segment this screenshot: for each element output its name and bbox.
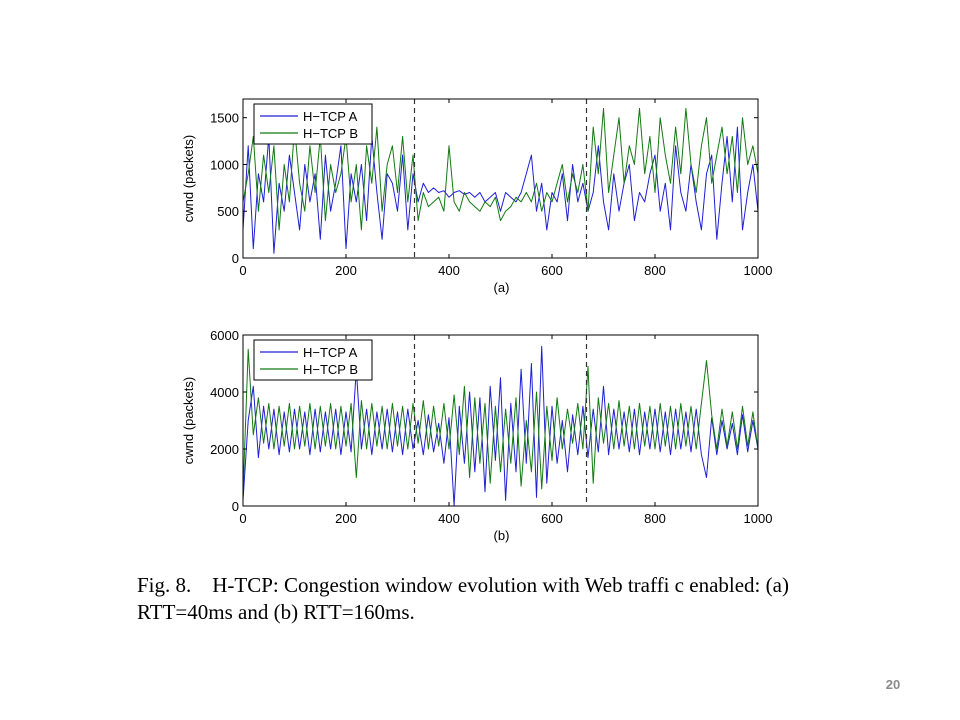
panel-label: (a) xyxy=(494,280,510,295)
y-axis-label: cwnd (packets) xyxy=(181,377,196,464)
caption-line-1: Fig. 8. H-TCP: Congestion window evoluti… xyxy=(137,573,789,597)
x-tick-label: 200 xyxy=(335,511,357,526)
legend-box xyxy=(253,339,373,381)
legend-box xyxy=(253,103,373,145)
x-tick-label: 1000 xyxy=(744,511,773,526)
series-line-b xyxy=(243,107,758,231)
series-line-a xyxy=(243,345,758,506)
series-line-a xyxy=(243,126,758,254)
y-tick-label: 4000 xyxy=(210,385,239,400)
y-tick-label: 1000 xyxy=(210,157,239,172)
legend-label: H−TCP A xyxy=(303,345,358,360)
page-number: 20 xyxy=(885,677,901,692)
y-axis-label: cwnd (packets) xyxy=(181,135,196,222)
x-tick-label: 400 xyxy=(438,511,460,526)
x-tick-label: 800 xyxy=(644,263,666,278)
y-tick-label: 500 xyxy=(217,204,239,219)
legend: H−TCP A H−TCP B xyxy=(253,103,373,145)
x-tick-label: 0 xyxy=(239,263,246,278)
series-line-b xyxy=(243,348,758,495)
caption-line-2: RTT=40ms and (b) RTT=160ms. xyxy=(137,600,415,624)
x-tick-label: 200 xyxy=(335,263,357,278)
x-tick-label: 0 xyxy=(239,511,246,526)
x-tick-label: 400 xyxy=(438,263,460,278)
y-tick-label: 0 xyxy=(232,499,239,514)
chart-panel-1: 0 200 400 600 800 1000 0 500 1000 1500 cwnd (packe… xyxy=(181,98,773,295)
y-tick-label: 0 xyxy=(232,251,239,266)
legend: H−TCP A H−TCP B xyxy=(253,339,373,381)
plot-frame xyxy=(242,98,759,259)
x-tick-label: 600 xyxy=(541,263,563,278)
chart-panel-2: 0 200 400 600 800 1000 0 2000 4000 6000 cwnd (pack… xyxy=(181,328,772,543)
figure-caption: Fig. 8. H-TCP: Congestion window evoluti… xyxy=(137,572,837,626)
x-tick-label: 800 xyxy=(644,511,666,526)
panel-label: (b) xyxy=(494,528,510,543)
x-tick-label: 1000 xyxy=(744,263,773,278)
y-tick-label: 1500 xyxy=(210,111,239,126)
legend-label: H−TCP B xyxy=(303,362,358,377)
y-tick-label: 6000 xyxy=(210,328,239,343)
legend-label: H−TCP A xyxy=(303,109,358,124)
plot-frame xyxy=(242,334,759,507)
legend-label: H−TCP B xyxy=(303,126,358,141)
x-tick-label: 600 xyxy=(541,511,563,526)
y-tick-label: 2000 xyxy=(210,442,239,457)
